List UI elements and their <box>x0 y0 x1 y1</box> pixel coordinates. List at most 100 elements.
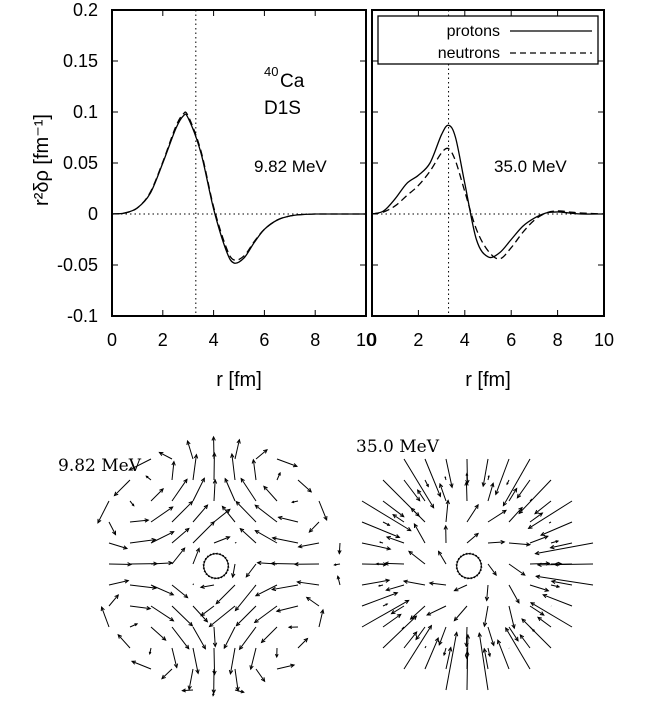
flow-vector <box>403 631 418 649</box>
flow-field-left-label: 9.82 MeV <box>58 456 142 476</box>
flow-vector-head <box>260 638 266 644</box>
flow-vector-head <box>173 663 179 669</box>
flow-vector <box>188 668 194 690</box>
x-tick-label: 0 <box>107 330 117 350</box>
flow-vector <box>392 514 405 523</box>
flow-vector-head <box>168 560 174 566</box>
flow-vector-head <box>169 617 175 622</box>
flow-vector <box>550 542 573 549</box>
x-tick-label: 2 <box>158 330 168 350</box>
flow-vector-head <box>513 487 518 493</box>
flow-vector <box>129 539 156 544</box>
flow-vector <box>150 584 174 596</box>
flow-vector <box>271 562 299 565</box>
flow-vector-head <box>385 587 391 592</box>
flow-vector <box>529 605 545 616</box>
flow-vector-head <box>482 647 488 653</box>
flow-vector <box>222 506 236 523</box>
flow-vector <box>235 584 257 611</box>
flow-vector-core <box>458 573 464 577</box>
flow-vector-core <box>458 555 462 561</box>
flow-vector-head <box>159 488 164 493</box>
flow-vector-core <box>455 564 458 570</box>
flow-vector <box>445 632 458 691</box>
flow-vector <box>401 626 405 630</box>
flow-vector <box>200 605 215 617</box>
flow-vector-head <box>212 478 218 484</box>
flow-vector <box>276 472 281 481</box>
flow-vector-head <box>438 640 443 646</box>
flow-vector <box>235 501 257 523</box>
left-plot-frame <box>111 9 367 317</box>
flow-field-right <box>361 458 594 691</box>
flow-vector <box>550 540 559 544</box>
flow-vector <box>250 647 257 670</box>
flow-vector <box>213 536 230 544</box>
flow-vector-head <box>465 472 469 476</box>
flow-vector-core <box>478 559 483 565</box>
flow-vector-head <box>297 544 303 549</box>
flow-vector <box>508 488 518 502</box>
x-tick-label: 8 <box>310 330 320 350</box>
flow-vector-head <box>544 587 550 592</box>
flow-vector-head <box>124 579 130 584</box>
flow-vector-head <box>519 634 525 639</box>
flow-vector-head <box>323 515 328 522</box>
flow-vector <box>263 485 278 502</box>
flow-vector-head <box>481 482 486 488</box>
flow-vector-head <box>181 688 186 693</box>
flow-vector-core <box>220 574 225 579</box>
flow-vector-head <box>270 561 276 566</box>
flow-vector-head <box>516 493 522 499</box>
y-tick-label: 0 <box>88 204 98 224</box>
flow-vector <box>453 605 468 621</box>
flow-vector <box>424 637 439 670</box>
flow-vector <box>482 458 489 487</box>
left-x-axis-label: r [fm] <box>216 369 262 391</box>
flow-vector-head <box>184 644 190 650</box>
flow-vector-head <box>464 480 469 486</box>
flow-vector-head <box>117 633 123 639</box>
flow-vector-head <box>184 527 190 533</box>
flow-vector-core <box>456 570 461 575</box>
flow-vector <box>529 535 549 544</box>
flow-vector <box>232 563 236 578</box>
flow-vector <box>131 660 152 670</box>
flow-vector-head <box>212 642 218 648</box>
flow-vector <box>255 668 266 682</box>
flow-vector-head <box>215 599 221 605</box>
flow-vector <box>108 521 116 535</box>
flow-vector <box>361 592 398 607</box>
flow-vector-core <box>470 575 476 580</box>
flow-vector-head <box>171 460 176 466</box>
flow-vector-core <box>209 552 215 557</box>
flow-vector <box>483 605 489 627</box>
flow-vector-core <box>471 553 478 557</box>
flow-vector <box>200 584 215 588</box>
flow-vector-core <box>207 575 214 579</box>
flow-vector <box>213 508 231 523</box>
flow-vector <box>508 542 530 546</box>
flow-vector <box>382 615 417 649</box>
flow-vector <box>171 501 193 523</box>
flow-vector-head <box>260 677 266 683</box>
flow-vector-head <box>240 689 245 694</box>
flow-vector-head <box>145 475 149 479</box>
flow-vector-head <box>521 618 526 623</box>
flow-vector-core <box>455 567 460 573</box>
flow-vector-head <box>412 631 418 637</box>
flow-vector <box>551 580 573 586</box>
flow-vector-head <box>292 463 299 468</box>
flow-vector-head <box>291 500 295 504</box>
flow-vector <box>234 668 239 691</box>
flow-vector <box>508 626 519 642</box>
flow-vector-head <box>271 536 277 541</box>
flow-vector-head <box>97 518 102 524</box>
flow-vector-head <box>534 509 540 515</box>
series-line-protons <box>371 124 605 259</box>
flow-vector <box>171 461 175 481</box>
flow-vector <box>171 626 190 650</box>
flow-vector <box>229 647 236 674</box>
flow-vector-head <box>203 504 209 510</box>
flow-vector-head <box>408 550 413 556</box>
